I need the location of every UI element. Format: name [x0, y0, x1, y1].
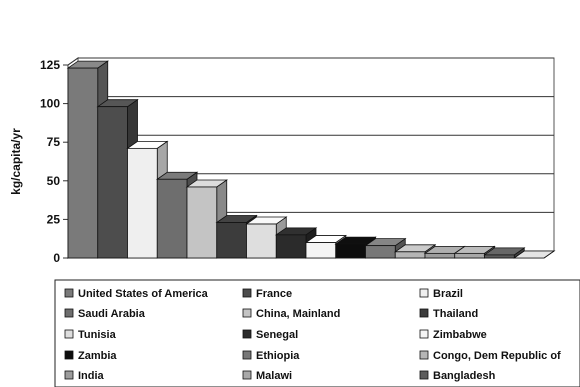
legend-item: Congo, Dem Republic of [419, 350, 561, 362]
legend-item: Tunisia [64, 329, 117, 341]
y-axis-ticks: 0 25 50 75 100 125 [40, 58, 69, 265]
legend-label: India [78, 370, 105, 382]
y-tick-label: 125 [40, 58, 60, 72]
legend-label: Zimbabwe [433, 329, 487, 341]
legend-swatch [242, 329, 252, 339]
legend-label: China, Mainland [256, 308, 340, 320]
legend-item: Saudi Arabia [64, 308, 146, 320]
bar-front [186, 186, 218, 259]
bar-front [454, 252, 485, 259]
legend-label: Congo, Dem Republic of [433, 350, 561, 362]
legend-label: Tunisia [78, 329, 117, 341]
bars [66, 60, 556, 259]
bar-top [512, 250, 556, 259]
legend-swatch [419, 288, 429, 298]
legend-swatch [419, 329, 429, 339]
bar-front [97, 106, 128, 259]
bar-front [67, 67, 99, 259]
y-tick-label: 100 [40, 97, 60, 111]
gridline [67, 57, 554, 66]
legend-item: Thailand [419, 308, 478, 320]
legend-item: United States of America [64, 288, 209, 300]
bar [483, 247, 526, 259]
legend-item: India [64, 370, 105, 382]
legend-label: Brazil [433, 288, 463, 300]
legend-swatch [242, 308, 252, 318]
bar-front [394, 251, 426, 259]
legend: United States of America France Brazil Saud… [54, 279, 580, 387]
legend-item: Bangladesh [419, 370, 496, 382]
bar-front [216, 222, 247, 259]
legend-label: Saudi Arabia [78, 308, 146, 320]
legend-label: Ethiopia [256, 350, 300, 362]
legend-item: Zimbabwe [419, 329, 487, 341]
bar-front [335, 243, 366, 259]
legend-item: Brazil [419, 288, 463, 300]
bar-front [305, 242, 337, 259]
legend-swatch [64, 350, 74, 360]
legend-swatch [242, 370, 252, 380]
legend-label: Malawi [256, 370, 292, 382]
legend-frame [54, 279, 580, 387]
y-tick-label: 50 [47, 174, 61, 188]
y-axis-label: kg/capita/yr [9, 128, 23, 195]
bar-front [365, 245, 396, 259]
y-tick-label: 25 [47, 212, 61, 226]
legend-item: Senegal [242, 329, 298, 341]
legend-swatch [419, 350, 429, 360]
bar [512, 250, 556, 259]
legend-item: Malawi [242, 370, 292, 382]
bar-front [127, 147, 158, 259]
legend-item: China, Mainland [242, 308, 340, 320]
legend-label: Bangladesh [433, 370, 496, 382]
legend-label: France [256, 288, 292, 300]
legend-item: France [242, 288, 292, 300]
legend-swatch [64, 370, 74, 380]
legend-label: Zambia [78, 350, 117, 362]
bar-front [246, 223, 277, 259]
bar-front [275, 234, 307, 259]
legend-swatch [242, 288, 252, 298]
y-tick-label: 0 [53, 251, 60, 265]
bar-front [156, 178, 188, 259]
legend-item: Ethiopia [242, 350, 300, 362]
legend-swatch [64, 308, 74, 318]
legend-swatch [419, 308, 429, 318]
bar-front [484, 254, 515, 259]
legend-swatch [419, 370, 429, 380]
bar-front [424, 252, 456, 259]
legend-label: Thailand [433, 308, 478, 320]
legend-label: Senegal [256, 329, 298, 341]
legend-item: Zambia [64, 350, 117, 362]
y-tick-label: 75 [47, 135, 61, 149]
legend-swatch [64, 329, 74, 339]
bar [96, 98, 139, 259]
legend-swatch [64, 288, 74, 298]
legend-label: United States of America [78, 288, 209, 300]
legend-swatch [242, 350, 252, 360]
